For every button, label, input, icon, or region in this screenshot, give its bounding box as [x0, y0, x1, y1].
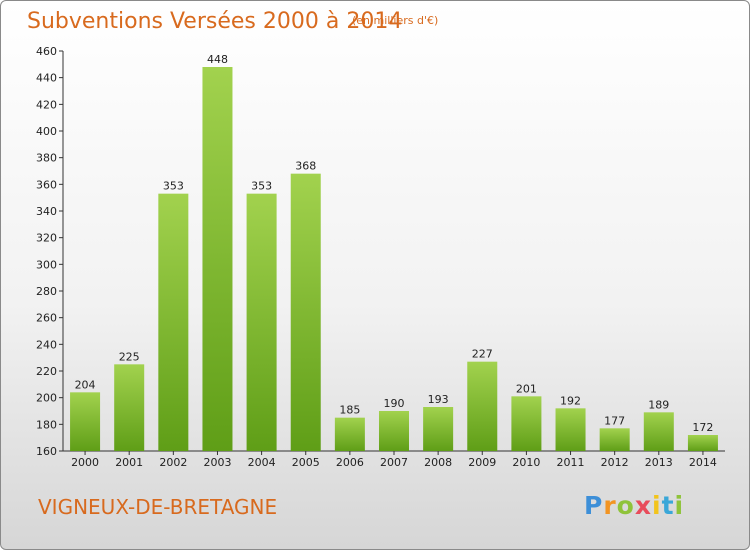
bar-value-label: 353 — [163, 180, 184, 193]
bar — [334, 417, 365, 451]
x-tick-label: 2002 — [159, 456, 187, 469]
bar-value-label: 204 — [75, 378, 96, 391]
bar-value-label: 192 — [560, 394, 581, 407]
x-tick-label: 2011 — [557, 456, 585, 469]
bar — [70, 392, 101, 451]
x-tick-label: 2014 — [689, 456, 717, 469]
y-tick-label: 340 — [36, 205, 57, 218]
bar — [467, 361, 498, 451]
y-tick-label: 280 — [36, 285, 57, 298]
bar-value-label: 225 — [119, 350, 140, 363]
x-tick-label: 2008 — [424, 456, 452, 469]
proxiti-logo: Proxiti — [584, 491, 684, 520]
x-tick-label: 2012 — [601, 456, 629, 469]
bar-value-label: 172 — [692, 421, 713, 434]
bar-value-label: 189 — [648, 398, 669, 411]
x-tick-label: 2001 — [115, 456, 143, 469]
x-tick-label: 2009 — [468, 456, 496, 469]
x-tick-label: 2006 — [336, 456, 364, 469]
logo-letter: o — [616, 491, 635, 520]
x-tick-label: 2003 — [203, 456, 231, 469]
bar-value-label: 177 — [604, 414, 625, 427]
logo-letter: i — [674, 491, 685, 520]
x-tick-label: 2013 — [645, 456, 673, 469]
bar-value-label: 185 — [339, 404, 360, 417]
bar — [423, 407, 454, 451]
y-tick-label: 440 — [36, 72, 57, 85]
logo-letter: r — [603, 491, 617, 520]
y-tick-label: 400 — [36, 125, 57, 138]
chart-axes: 160 180 200 220 240 260 280 300 320 340 360 380 400 4… — [36, 45, 725, 469]
bar — [158, 193, 189, 451]
bar — [114, 364, 145, 451]
y-tick-label: 460 — [36, 45, 57, 58]
y-tick-label: 300 — [36, 258, 57, 271]
y-tick-label: 360 — [36, 178, 57, 191]
bar — [599, 428, 630, 451]
x-tick-label: 2007 — [380, 456, 408, 469]
y-tick-label: 240 — [36, 338, 57, 351]
bar — [290, 173, 321, 451]
bar — [246, 193, 277, 451]
bar-value-label: 448 — [207, 53, 228, 66]
bar — [378, 411, 410, 451]
bar-value-label: 201 — [516, 382, 537, 395]
bar — [202, 67, 233, 451]
logo-letter: t — [661, 491, 675, 520]
y-tick-label: 160 — [36, 445, 57, 458]
y-tick-label: 220 — [36, 365, 57, 378]
chart-bars: 204 225 353 448 353 368 185 190 193 227 201 192 177 1… — [70, 53, 718, 451]
x-tick-label: 2000 — [71, 456, 99, 469]
x-tick-label: 2010 — [512, 456, 540, 469]
bar — [687, 435, 718, 451]
y-tick-label: 380 — [36, 152, 57, 165]
bar-value-label: 368 — [295, 160, 316, 173]
bar-value-label: 193 — [428, 393, 449, 406]
logo-letter: i — [652, 491, 662, 520]
bar-value-label: 227 — [472, 348, 493, 361]
x-tick-label: 2005 — [292, 456, 320, 469]
chart-subtitle: (en milliers d'€) — [352, 14, 439, 27]
y-tick-label: 260 — [36, 312, 57, 325]
logo-letter: P — [584, 491, 604, 520]
x-tick-label: 2004 — [248, 456, 276, 469]
bar — [555, 408, 586, 451]
y-tick-label: 180 — [36, 418, 57, 431]
bar-value-label: 190 — [384, 397, 405, 410]
logo-letter: x — [634, 491, 652, 520]
bar — [511, 396, 542, 451]
y-tick-label: 320 — [36, 232, 57, 245]
y-tick-label: 420 — [36, 98, 57, 111]
bar — [643, 412, 674, 451]
y-tick-label: 200 — [36, 392, 57, 405]
commune-name: VIGNEUX-DE-BRETAGNE — [38, 495, 278, 519]
chart-title: Subventions Versées 2000 à 2014 — [27, 9, 403, 34]
bar-value-label: 353 — [251, 180, 272, 193]
